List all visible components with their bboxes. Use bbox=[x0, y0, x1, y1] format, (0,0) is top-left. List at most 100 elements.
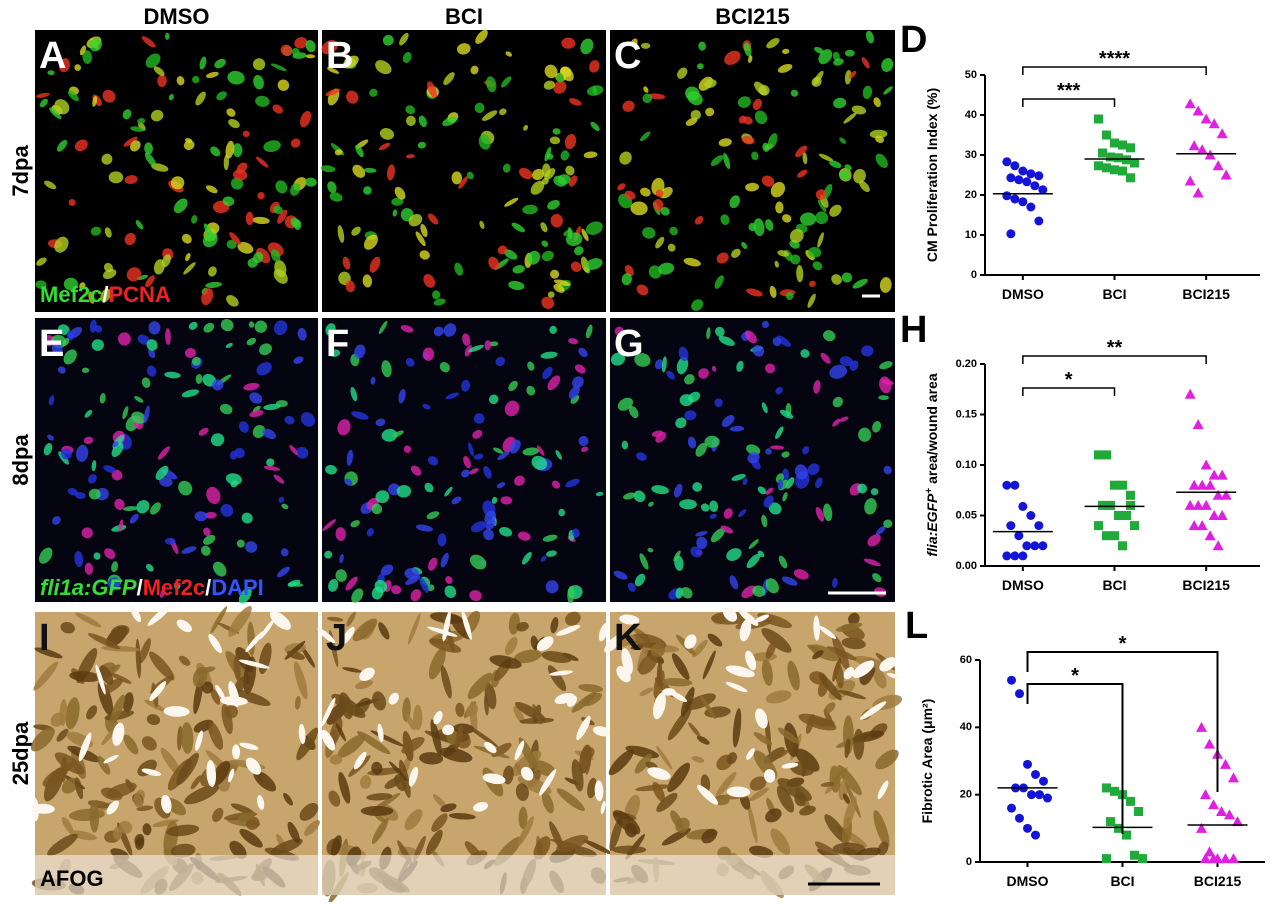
data-point bbox=[1106, 152, 1115, 162]
texture bbox=[210, 606, 228, 634]
texture bbox=[768, 502, 782, 515]
panel-label: D bbox=[900, 19, 927, 61]
texture bbox=[328, 349, 341, 357]
texture bbox=[550, 269, 560, 279]
texture bbox=[636, 452, 647, 461]
texture bbox=[305, 54, 316, 59]
texture bbox=[588, 60, 600, 73]
y-tick-label: 0.10 bbox=[956, 459, 977, 471]
texture bbox=[57, 324, 70, 335]
texture bbox=[711, 365, 717, 372]
texture bbox=[419, 577, 429, 593]
texture bbox=[489, 341, 499, 347]
image-background bbox=[35, 30, 318, 312]
texture bbox=[214, 58, 226, 69]
data-point bbox=[1002, 480, 1012, 490]
gap bbox=[594, 780, 604, 802]
texture bbox=[335, 569, 347, 582]
texture bbox=[622, 100, 635, 112]
texture bbox=[63, 277, 79, 291]
y-tick-label: 10 bbox=[965, 229, 977, 241]
texture bbox=[91, 339, 104, 351]
texture bbox=[354, 344, 366, 359]
texture bbox=[118, 820, 133, 834]
gap bbox=[619, 614, 640, 625]
texture bbox=[574, 364, 586, 374]
texture bbox=[776, 335, 791, 347]
stain-part: Mef2c bbox=[143, 575, 205, 600]
texture bbox=[243, 382, 260, 391]
texture bbox=[863, 558, 881, 567]
texture bbox=[375, 490, 390, 504]
texture bbox=[199, 56, 207, 70]
gap bbox=[245, 757, 262, 775]
texture bbox=[245, 816, 260, 830]
texture bbox=[408, 214, 423, 227]
texture bbox=[541, 651, 572, 663]
texture bbox=[516, 622, 529, 632]
texture bbox=[746, 444, 761, 456]
texture bbox=[445, 392, 460, 400]
texture bbox=[802, 446, 810, 455]
texture bbox=[861, 345, 874, 357]
texture bbox=[624, 190, 636, 200]
texture bbox=[329, 754, 343, 765]
texture bbox=[762, 320, 769, 329]
texture bbox=[88, 488, 101, 500]
texture bbox=[456, 43, 471, 55]
texture bbox=[380, 564, 394, 576]
texture bbox=[134, 396, 144, 403]
texture bbox=[560, 150, 570, 161]
texture bbox=[256, 362, 272, 376]
texture bbox=[832, 396, 843, 408]
data-point bbox=[1200, 113, 1212, 124]
texture bbox=[137, 334, 150, 345]
column-header: BCI bbox=[445, 4, 483, 29]
chart: L 0 20 40 60 DMSO BCI BCI215 Fibrotic Area (μm²)… bbox=[905, 605, 1265, 889]
texture bbox=[462, 333, 471, 346]
texture bbox=[765, 808, 782, 823]
data-point bbox=[1126, 796, 1135, 806]
texture bbox=[369, 256, 381, 273]
texture bbox=[210, 433, 225, 447]
texture bbox=[676, 357, 689, 375]
texture bbox=[290, 217, 301, 228]
texture bbox=[142, 823, 152, 836]
texture bbox=[410, 589, 422, 602]
texture bbox=[363, 234, 378, 250]
texture bbox=[352, 618, 378, 642]
texture bbox=[695, 531, 708, 537]
texture bbox=[540, 351, 558, 359]
texture bbox=[338, 692, 354, 720]
texture bbox=[382, 34, 394, 46]
image-panel bbox=[604, 606, 903, 899]
data-point bbox=[1014, 175, 1024, 185]
texture bbox=[540, 222, 548, 233]
texture bbox=[802, 152, 808, 165]
texture bbox=[820, 352, 831, 364]
texture bbox=[841, 272, 853, 283]
data-point bbox=[1110, 786, 1119, 796]
texture bbox=[56, 139, 68, 152]
data-point bbox=[1102, 130, 1111, 140]
texture bbox=[473, 413, 485, 424]
texture bbox=[700, 695, 716, 719]
texture bbox=[432, 290, 441, 300]
significance: *** bbox=[1057, 80, 1081, 102]
texture bbox=[732, 708, 742, 748]
texture bbox=[281, 503, 289, 510]
data-point bbox=[1110, 480, 1119, 490]
texture bbox=[747, 804, 758, 843]
texture bbox=[191, 215, 198, 224]
data-point bbox=[1102, 531, 1111, 541]
texture bbox=[509, 439, 521, 454]
texture bbox=[249, 410, 264, 418]
texture bbox=[136, 274, 149, 280]
texture bbox=[839, 137, 847, 144]
texture bbox=[210, 688, 221, 705]
texture bbox=[742, 477, 748, 486]
texture bbox=[48, 395, 55, 406]
texture bbox=[532, 168, 545, 181]
texture bbox=[527, 250, 541, 265]
y-axis-label: flia:EGFP+ area/wound area bbox=[924, 373, 941, 556]
